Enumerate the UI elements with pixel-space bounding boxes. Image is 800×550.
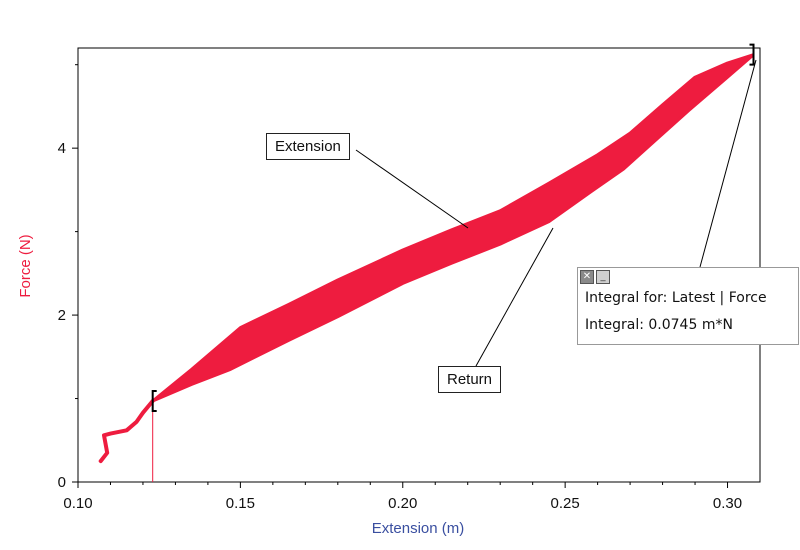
series-line-extension [151,53,754,403]
series-line-initial [98,399,155,464]
x-tick-label-1: 0.15 [226,495,255,512]
y-axis-title: Force (N) [17,234,34,297]
integral-panel[interactable]: ✕ _ Integral for: Latest | Force Integra… [577,267,799,345]
integral-value: Integral: 0.0745 m*N [585,317,733,333]
x-axis-title: Extension (m) [372,520,465,537]
integral-leader-line [699,59,757,268]
integral-title: Integral for: Latest | Force [585,290,767,306]
integral-end-bracket [749,43,755,66]
y-tick-label-1: 2 [58,307,66,324]
data-layer [98,43,755,482]
x-tick-label-4: 0.30 [713,495,742,512]
return-callout: Return [438,366,502,393]
x-tick-label-3: 0.25 [551,495,580,512]
axis-layer: 0.10 0.15 0.20 0.25 0.30 0 2 4 [58,64,742,512]
extension-callout: Extension [266,133,350,160]
plot-frame [77,47,761,483]
y-tick-label-0: 0 [58,474,66,491]
leader-lines [355,59,757,367]
plot-area [77,47,761,483]
close-icon[interactable]: ✕ [580,270,594,284]
y-tick-label-2: 4 [58,140,66,157]
return-leader-line [475,227,554,367]
minimize-icon[interactable]: _ [596,270,610,284]
x-tick-label-2: 0.20 [388,495,417,512]
extension-leader-line [355,149,469,229]
x-tick-label-0: 0.10 [63,495,92,512]
integral-start-bracket [151,390,157,413]
series-line-return [152,53,755,403]
